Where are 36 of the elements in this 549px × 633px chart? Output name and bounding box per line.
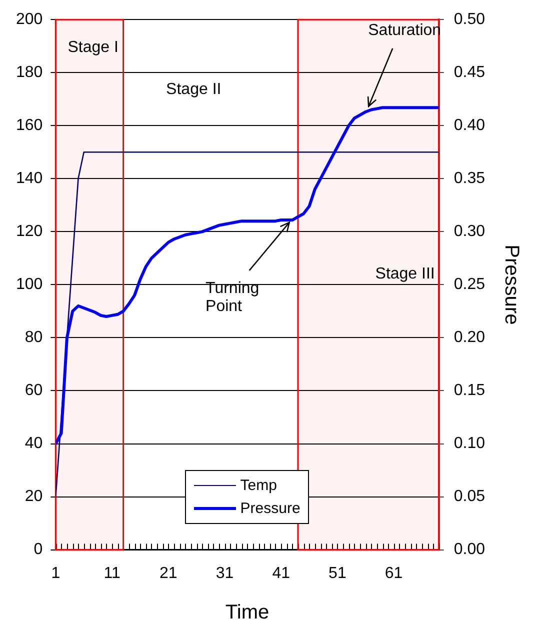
y2-tick-label: 0.50 xyxy=(454,11,486,28)
y2-tick-label: 0.20 xyxy=(454,329,486,346)
y-tick-label: 120 xyxy=(16,223,43,240)
y-tick-label: 100 xyxy=(16,276,43,294)
x-tick-label: 61 xyxy=(384,564,403,582)
y2-tick-label: 0.35 xyxy=(454,170,486,188)
x-tick-label: 11 xyxy=(104,564,120,582)
y-tick-label: 180 xyxy=(16,64,43,82)
y2-tick-label: 0.00 xyxy=(454,541,486,558)
x-tick-label: 51 xyxy=(328,564,346,582)
y-tick-label: 0 xyxy=(34,541,43,558)
y2-tick-label: 0.40 xyxy=(454,117,486,134)
x-tick-label: 31 xyxy=(216,564,234,582)
band-label: Stage I xyxy=(68,39,118,56)
y-tick-label: 40 xyxy=(24,435,43,452)
y2-tick-label: 0.30 xyxy=(454,223,486,240)
legend-label: Pressure xyxy=(240,500,300,517)
y-tick-label: 200 xyxy=(16,11,43,28)
x-tick-label: 1 xyxy=(51,564,60,582)
y-tick-label: 20 xyxy=(24,488,43,506)
x-tick-label: 41 xyxy=(272,564,290,582)
y2-tick-label: 0.45 xyxy=(454,64,486,82)
y-tick-label: 140 xyxy=(16,170,43,188)
annotation: Stage II xyxy=(166,81,222,98)
y-tick-label: 80 xyxy=(24,329,43,346)
y-tick-label: 60 xyxy=(24,382,43,400)
x-axis-title: Time xyxy=(225,602,270,624)
legend-label: Temp xyxy=(240,476,277,494)
y2-tick-label: 0.15 xyxy=(454,382,486,400)
y2-tick-label: 0.25 xyxy=(454,276,486,294)
y2-tick-label: 0.10 xyxy=(454,435,486,452)
x-tick-label: 21 xyxy=(159,564,178,582)
y2-tick-label: 0.05 xyxy=(454,488,486,506)
band-label: Stage III xyxy=(375,266,435,282)
y2-axis-title: Pressure xyxy=(500,244,522,325)
y-tick-label: 160 xyxy=(16,117,43,134)
